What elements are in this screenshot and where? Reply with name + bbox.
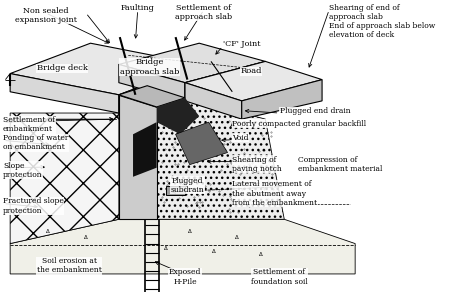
Polygon shape [10, 113, 119, 244]
Text: Plugged
subdrain: Plugged subdrain [171, 177, 204, 194]
Polygon shape [156, 98, 284, 219]
Text: Soil erosion at
the embankment: Soil erosion at the embankment [37, 257, 101, 274]
Polygon shape [119, 43, 265, 83]
Text: Shearing of end of
approach slab
End of approach slab below
elevation of deck: Shearing of end of approach slab End of … [329, 4, 436, 39]
Text: Δ: Δ [84, 235, 88, 240]
Text: Void: Void [232, 134, 249, 142]
Text: Settlement of
foundation soil: Settlement of foundation soil [251, 268, 308, 286]
Polygon shape [185, 83, 242, 119]
Text: Non sealed
expansion joint: Non sealed expansion joint [15, 7, 77, 24]
Polygon shape [10, 43, 199, 95]
Polygon shape [10, 219, 355, 274]
Text: Δ: Δ [211, 249, 215, 254]
Text: Δ: Δ [259, 252, 263, 257]
Text: Ponding of water
on embankment: Ponding of water on embankment [3, 134, 68, 152]
Text: Slope
protection: Slope protection [3, 162, 43, 179]
Text: Settlement of
approach slab: Settlement of approach slab [175, 4, 232, 21]
Polygon shape [133, 122, 156, 177]
Text: Lateral movement of
the abutment away
from the embankment: Lateral movement of the abutment away fr… [232, 181, 318, 207]
Text: 'CF' Joint: 'CF' Joint [223, 40, 260, 48]
Polygon shape [119, 95, 156, 219]
Bar [166, 186, 185, 195]
Polygon shape [10, 74, 119, 113]
Polygon shape [119, 64, 199, 113]
Text: Shearing of
paving notch: Shearing of paving notch [232, 156, 282, 173]
Text: Δ: Δ [188, 229, 191, 234]
Text: Compression of
embankment material: Compression of embankment material [299, 156, 383, 173]
Polygon shape [185, 61, 265, 101]
Polygon shape [185, 61, 322, 101]
Text: Bridge deck: Bridge deck [36, 64, 88, 73]
Polygon shape [175, 122, 228, 165]
Text: Fractured slope
protection: Fractured slope protection [3, 197, 64, 215]
Text: Settlement of
embankment: Settlement of embankment [3, 116, 55, 133]
Text: Δ: Δ [164, 246, 168, 251]
Polygon shape [119, 86, 185, 107]
Polygon shape [156, 98, 199, 134]
Text: Δ: Δ [46, 229, 50, 234]
Polygon shape [119, 64, 185, 101]
Polygon shape [242, 80, 322, 119]
Text: Δ: Δ [235, 235, 239, 240]
Text: Plugged end drain: Plugged end drain [280, 107, 350, 115]
Text: Road: Road [240, 67, 262, 76]
Text: Exposed
H-Pile: Exposed H-Pile [169, 268, 201, 286]
Text: Bridge
approach slab: Bridge approach slab [120, 58, 179, 76]
Text: Faulting: Faulting [121, 4, 155, 12]
Text: Poorly compacted granular backfill: Poorly compacted granular backfill [232, 120, 366, 128]
